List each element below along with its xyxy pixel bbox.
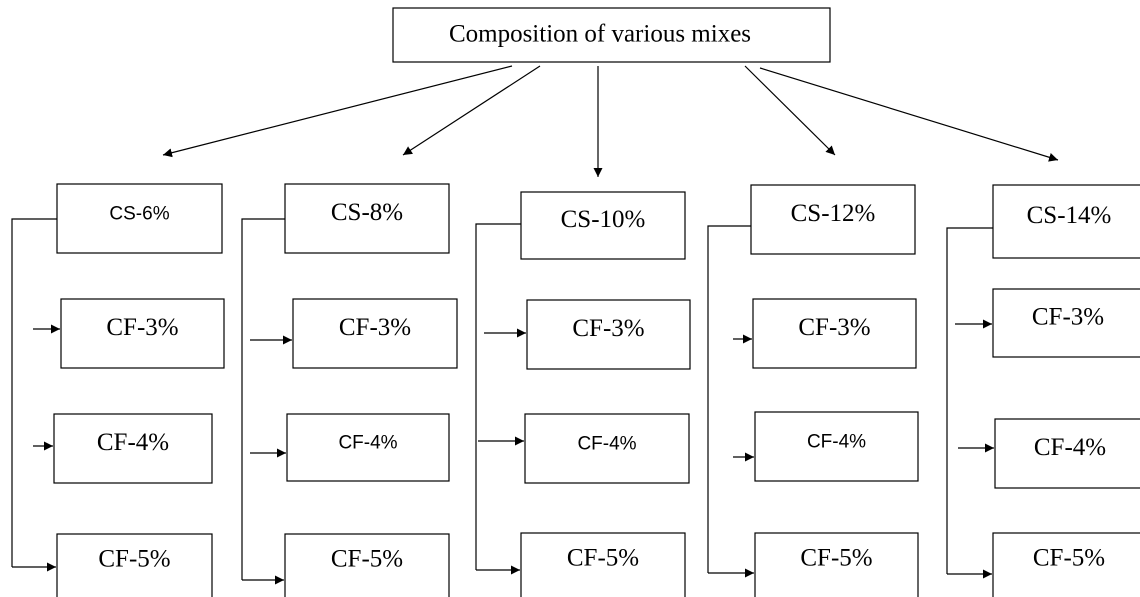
cs-label: CS-12%	[791, 200, 876, 227]
bracket	[707, 225, 751, 573]
cs-label: CS-8%	[331, 199, 403, 226]
cf-box	[992, 288, 1140, 358]
arrow	[162, 65, 513, 158]
cf-label: CF-3%	[106, 314, 178, 341]
cs-label: CS-6%	[109, 204, 169, 225]
cs-label: CS-10%	[561, 206, 646, 233]
cs-box	[992, 184, 1140, 259]
cf-box	[994, 418, 1140, 489]
cf-box	[524, 413, 690, 484]
cs-label: CS-14%	[1027, 202, 1112, 229]
cs-box	[520, 191, 686, 260]
root-arrows	[162, 65, 1059, 177]
cf-label: CF-5%	[567, 545, 639, 572]
cf-label: CF-5%	[98, 546, 170, 573]
cf-box	[292, 298, 458, 369]
cf-label: CF-3%	[339, 314, 411, 341]
bracket	[946, 227, 993, 574]
cf-label: CF-4%	[1034, 434, 1106, 461]
cf-box	[53, 413, 213, 484]
cf-box	[284, 533, 450, 597]
cf-box	[526, 299, 691, 370]
cf-box	[60, 298, 225, 369]
cf-box	[992, 532, 1140, 597]
cf-label: CF-4%	[97, 429, 169, 456]
cs-box	[284, 183, 450, 254]
cf-box	[754, 411, 919, 482]
cf-label: CF-4%	[577, 434, 636, 455]
root-title: Composition of various mixes	[449, 21, 751, 48]
cf-box	[56, 533, 213, 597]
arrow	[402, 65, 541, 156]
cf-box	[754, 532, 919, 597]
arrow	[759, 67, 1059, 162]
cf-label: CF-3%	[1032, 304, 1104, 331]
cs-box	[56, 183, 223, 254]
cf-label: CF-4%	[338, 433, 397, 454]
arrow	[744, 65, 836, 156]
bracket	[241, 218, 285, 580]
cf-box	[752, 298, 917, 369]
bracket	[475, 223, 521, 570]
cs-box	[750, 184, 916, 255]
bracket	[11, 218, 57, 567]
cf-label: CF-4%	[807, 432, 866, 453]
cf-label: CF-5%	[1033, 545, 1105, 572]
cf-label: CF-5%	[331, 546, 403, 573]
cf-label: CF-3%	[572, 315, 644, 342]
cf-label: CF-3%	[798, 314, 870, 341]
cf-label: CF-5%	[800, 545, 872, 572]
cf-box	[520, 532, 686, 597]
cf-box	[286, 413, 450, 482]
root-box	[392, 7, 831, 63]
